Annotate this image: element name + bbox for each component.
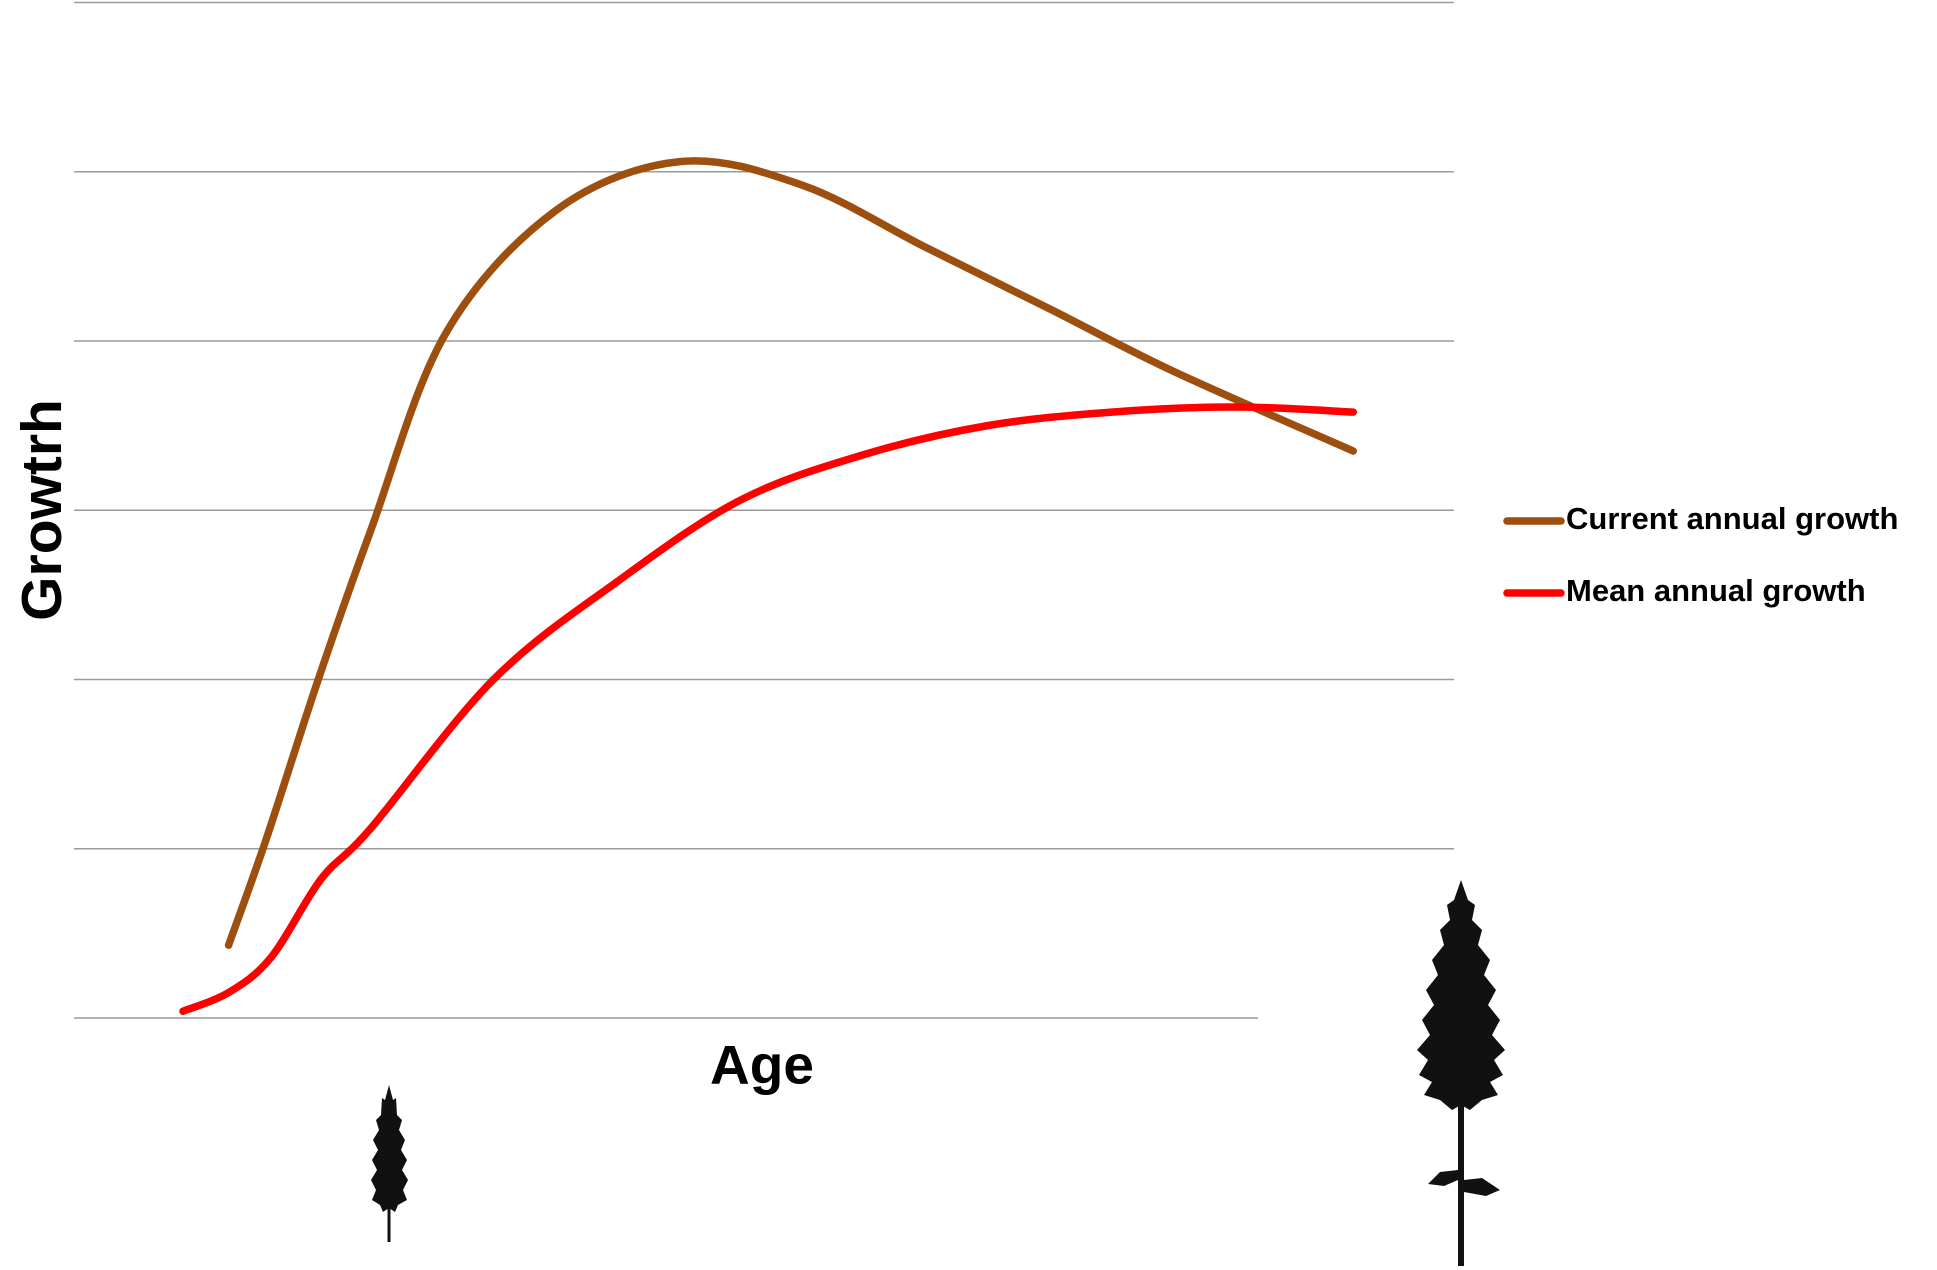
grid [74, 3, 1454, 1019]
legend-label: Mean annual growth [1566, 573, 1866, 608]
data-line [229, 161, 1354, 945]
page: {"chart_data": { "type": "line", "x_labe… [0, 0, 1937, 1270]
large-tree-icon [1417, 880, 1505, 1266]
legend: Current annual growth Mean annual growth [1507, 501, 1898, 608]
legend-label: Current annual growth [1566, 501, 1898, 536]
lines [183, 161, 1353, 1011]
x-axis-label: Age [710, 1034, 814, 1096]
small-tree-icon [371, 1085, 408, 1242]
y-axis-label: Growtrh [10, 399, 74, 621]
data-line [183, 407, 1353, 1011]
chart: Growtrh Age Current annual growth Mean an… [0, 0, 1937, 1270]
